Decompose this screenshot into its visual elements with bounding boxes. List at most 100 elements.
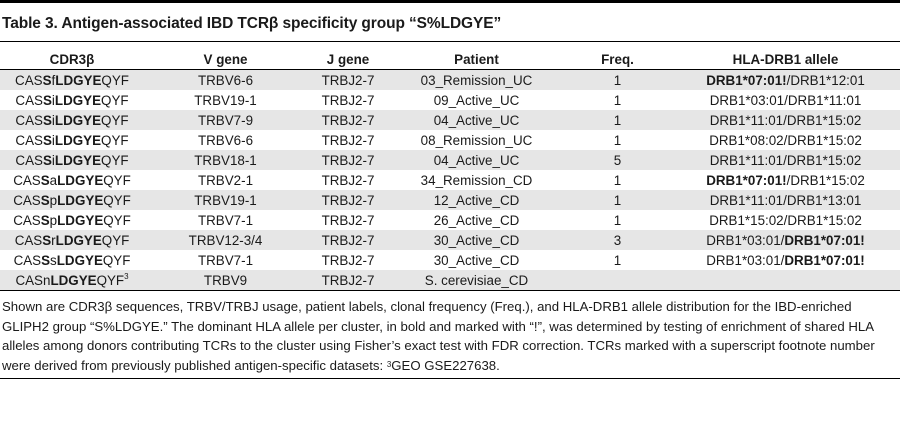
cdr3-cell-part: r [51, 232, 56, 248]
cdr3-cell-part: QYF [101, 72, 129, 88]
cdr3-cell-part: CAS [14, 232, 43, 248]
cdr3-cell-part: QYF [101, 152, 129, 168]
freq-cell: 1 [613, 132, 622, 148]
cdr3-cell-part: S [42, 152, 52, 168]
cdr3-cell-part: QYF [96, 272, 125, 288]
cdr3-cell-part: QYF [102, 252, 131, 268]
cdr3-cell: CASSrLDGYEQYF [0, 230, 144, 250]
j-gene-cell: TRBJ2-7 [307, 190, 389, 210]
hla-cell-part: DRB1*15:02/DRB1*15:02 [709, 212, 862, 228]
hla-cell-part: DRB1*03:01/ [706, 232, 785, 248]
header-hla: HLA-DRB1 allele [732, 52, 839, 67]
cdr3-cell-part: S [42, 92, 52, 108]
cdr3-cell-part: i [51, 152, 55, 168]
j-gene-cell: TRBJ2-7 [321, 172, 375, 188]
cdr3-cell-part: CAS [15, 152, 43, 168]
cdr3-cell-part: 3 [124, 271, 129, 281]
hla-cell-part: DRB1*07:01! [706, 72, 787, 88]
cdr3-cell-part: i [51, 92, 55, 108]
cdr3-cell-part: LDGYE [57, 192, 104, 208]
freq-cell: 1 [613, 252, 622, 268]
freq-cell [564, 270, 671, 291]
header-freq: Freq. [601, 52, 634, 67]
table-row: CASSiLDGYEQYF TRBV7-9 TRBJ2-7 04_Active_UC 1… [0, 110, 900, 130]
patient-cell: 08_Remission_UC [420, 132, 533, 148]
patient-cell: 04_Active_UC [389, 110, 564, 130]
header-row: CDR3β V gene J gene Patient Freq. HLA-DR… [0, 50, 900, 70]
cdr3-cell-part: CAS [13, 212, 41, 228]
j-gene-cell: TRBJ2-7 [321, 212, 375, 228]
cdr3-cell-part: QYF [103, 212, 131, 228]
v-gene-cell: TRBV7-1 [197, 252, 254, 268]
cdr3-cell-part: LDGYE [55, 232, 102, 248]
freq-cell: 1 [564, 110, 671, 130]
patient-cell: 34_Remission_CD [420, 172, 533, 188]
top-rule [0, 0, 900, 3]
cdr3-cell-part: LDGYE [56, 252, 103, 268]
cdr3-cell-part: CAS [13, 252, 42, 268]
cdr3-cell-part: S [40, 192, 50, 208]
cdr3-cell-part: p [49, 212, 58, 228]
cdr3-cell: CASSfLDGYEQYF [0, 69, 144, 90]
cdr3-cell-part: CAS [15, 112, 43, 128]
cdr3-cell-part: s [50, 252, 57, 268]
v-gene-cell: TRBV2-1 [197, 172, 254, 188]
footnote-text: Shown are CDR3β sequences, TRBV/TRBJ usa… [2, 299, 875, 373]
table-row: CASSpLDGYEQYF TRBV19-1 TRBJ2-7 12_Active_CD… [0, 190, 900, 210]
cdr3-cell-part: CAS [13, 172, 41, 188]
patient-cell: 30_Active_CD [433, 252, 520, 268]
patient-cell: 30_Active_CD [389, 230, 564, 250]
hla-cell: DRB1*07:01!/DRB1*12:01 [671, 69, 900, 90]
hla-cell-part: DRB1*07:01! [784, 232, 865, 248]
cdr3-cell-part: n [42, 272, 51, 288]
header-v-gene: V gene [203, 52, 248, 67]
header-j-gene: J gene [326, 52, 370, 67]
cdr3-cell-part: i [51, 112, 55, 128]
cdr3-cell-part: LDGYE [57, 172, 104, 188]
hla-cell-part: DRB1*08:02/DRB1*15:02 [709, 132, 862, 148]
table-row: CASSiLDGYEQYF TRBV6-6 TRBJ2-7 08_Remission_… [0, 130, 900, 150]
cdr3-cell-part: QYF [101, 92, 129, 108]
footnote-tail: GEO GSE227638. [391, 357, 500, 373]
j-gene-cell: TRBJ2-7 [307, 150, 389, 170]
patient-cell: 12_Active_CD [389, 190, 564, 210]
cdr3-cell-part: LDGYE [54, 92, 102, 108]
hla-cell: DRB1*11:01/DRB1*13:01 [671, 190, 900, 210]
hla-cell-part: DRB1*07:01! [784, 252, 865, 268]
freq-cell: 3 [564, 230, 671, 250]
cdr3-cell-part: LDGYE [57, 212, 104, 228]
j-gene-cell: TRBJ2-7 [321, 92, 375, 108]
hla-cell: DRB1*08:02/DRB1*15:02 [671, 130, 900, 150]
freq-cell: 5 [564, 150, 671, 170]
cdr3-cell-part: CAS [15, 272, 43, 288]
cdr3-cell-part: QYF [101, 112, 129, 128]
v-gene-cell: TRBV6-6 [144, 69, 307, 90]
v-gene-cell: TRBV7-1 [197, 212, 254, 228]
j-gene-cell: TRBJ2-7 [307, 110, 389, 130]
cdr3-cell-part: LDGYE [50, 272, 97, 288]
hla-cell: DRB1*03:01/DRB1*07:01! [671, 250, 900, 270]
table-row: CASSiLDGYEQYF TRBV19-1 TRBJ2-7 09_Active_UC… [0, 90, 900, 110]
j-gene-cell: TRBJ2-7 [307, 270, 389, 291]
hla-cell: DRB1*07:01!/DRB1*15:02 [671, 170, 900, 190]
v-gene-cell: TRBV19-1 [194, 92, 257, 108]
j-gene-cell: TRBJ2-7 [321, 252, 375, 268]
j-gene-cell: TRBJ2-7 [307, 69, 389, 90]
cdr3-cell-part: QYF [103, 172, 131, 188]
header-patient: Patient [454, 52, 499, 67]
hla-cell: DRB1*15:02/DRB1*15:02 [671, 210, 900, 230]
j-gene-cell: TRBJ2-7 [321, 132, 375, 148]
table-row: CASSaLDGYEQYF TRBV2-1 TRBJ2-7 34_Remission_… [0, 170, 900, 190]
cdr3-cell-part: CAS [15, 132, 43, 148]
cdr3-cell-part: CAS [15, 92, 43, 108]
table-row: CASnLDGYEQYF3 TRBV9 TRBJ2-7 S. cerevisiae_C… [0, 270, 900, 291]
freq-cell: 1 [613, 92, 622, 108]
table-row: CASSpLDGYEQYF TRBV7-1 TRBJ2-7 26_Active_CD 1… [0, 210, 900, 230]
cdr3-cell-part: S [40, 212, 50, 228]
cdr3-cell-part: QYF [103, 192, 131, 208]
cdr3-cell-part: QYF [101, 232, 130, 248]
cdr3-cell-part: S [42, 132, 52, 148]
cdr3-cell-part: S [41, 252, 51, 268]
cdr3-cell-part: LDGYE [54, 132, 102, 148]
